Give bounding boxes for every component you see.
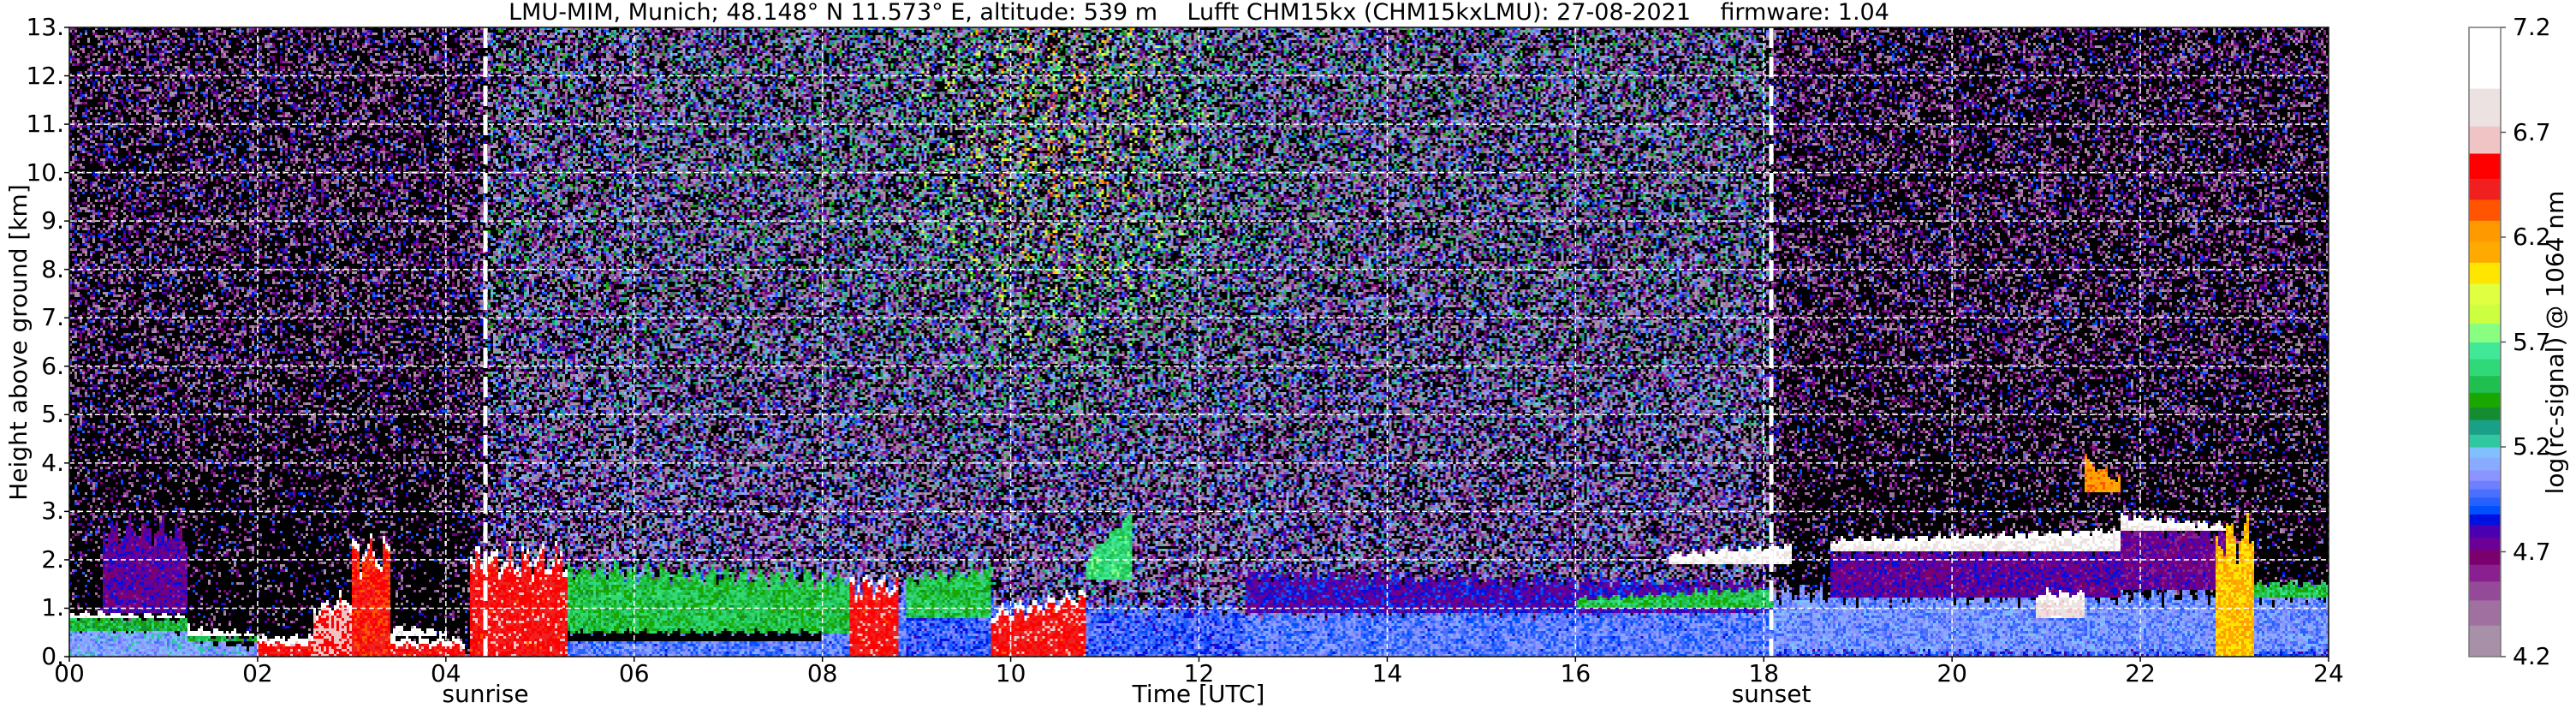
sunrise-label: sunrise bbox=[442, 680, 529, 708]
y-tick-label: 11. bbox=[26, 110, 64, 139]
x-tick-label: 00 bbox=[54, 659, 85, 687]
colorbar-label: log(rc-signal) @ 1064 nm bbox=[2541, 190, 2569, 495]
colorbar-level bbox=[2469, 625, 2501, 657]
colorbar-level bbox=[2469, 304, 2501, 324]
chart-title: LMU-MIM, Munich; 48.148° N 11.573° E, al… bbox=[509, 0, 1889, 26]
y-tick-label: 9. bbox=[41, 206, 64, 235]
colorbar-level bbox=[2469, 524, 2501, 538]
y-tick-label: 12. bbox=[26, 61, 64, 90]
y-tick-label: 13. bbox=[26, 13, 64, 41]
colorbar-tick-label: 4.7 bbox=[2513, 537, 2551, 566]
y-tick-label: 2. bbox=[41, 544, 64, 574]
x-tick-label: 08 bbox=[806, 659, 838, 687]
colorbar-level bbox=[2469, 599, 2501, 626]
colorbar-tick-label: 7.2 bbox=[2513, 13, 2551, 41]
colorbar-level bbox=[2469, 27, 2501, 89]
colorbar-tick-label: 6.7 bbox=[2513, 117, 2551, 146]
colorbar-level bbox=[2469, 469, 2501, 481]
y-tick-label: 4. bbox=[41, 448, 64, 477]
colorbar-level bbox=[2469, 434, 2501, 448]
x-tick-label: 04 bbox=[431, 659, 461, 687]
colorbar-level bbox=[2469, 505, 2501, 515]
x-tick-label: 18 bbox=[1748, 659, 1780, 687]
x-axis-label: Time [UTC] bbox=[1132, 680, 1265, 708]
colorbar-level bbox=[2469, 480, 2501, 490]
colorbar-level bbox=[2469, 447, 2501, 458]
colorbar-level bbox=[2469, 497, 2501, 507]
colorbar-level bbox=[2469, 457, 2501, 471]
colorbar-level bbox=[2469, 489, 2501, 498]
y-tick-label: 10. bbox=[26, 158, 64, 187]
colorbar-level bbox=[2469, 153, 2501, 179]
y-tick-label: 5. bbox=[41, 400, 64, 429]
colorbar-level bbox=[2469, 537, 2501, 550]
colorbar-level bbox=[2469, 550, 2501, 565]
colorbar-level bbox=[2469, 407, 2501, 420]
x-tick-label: 20 bbox=[1936, 659, 1967, 687]
colorbar-tick-label: 5.7 bbox=[2513, 327, 2551, 356]
colorbar-level bbox=[2469, 342, 2501, 360]
colorbar-level bbox=[2469, 283, 2501, 305]
y-tick-label: 7. bbox=[41, 303, 64, 332]
x-tick-label: 10 bbox=[995, 659, 1026, 687]
colorbar-level bbox=[2469, 220, 2501, 242]
x-tick-label: 16 bbox=[1560, 659, 1591, 687]
x-tick-label: 14 bbox=[1371, 659, 1403, 687]
colorbar-tick-label: 6.2 bbox=[2513, 223, 2551, 251]
colorbar-level bbox=[2469, 178, 2501, 200]
colorbar-level bbox=[2469, 375, 2501, 393]
x-tick-label: 02 bbox=[242, 659, 273, 687]
x-tick-label: 24 bbox=[2313, 659, 2344, 687]
colorbar-level bbox=[2469, 199, 2501, 221]
colorbar-level bbox=[2469, 564, 2501, 582]
colorbar-level bbox=[2469, 514, 2501, 526]
colorbar-tick-label: 5.2 bbox=[2513, 432, 2551, 461]
x-tick-label: 06 bbox=[618, 659, 650, 687]
colorbar-level bbox=[2469, 241, 2501, 263]
sunset-label: sunset bbox=[1731, 680, 1812, 708]
colorbar-level bbox=[2469, 580, 2501, 601]
plot-frame bbox=[68, 27, 2329, 657]
colorbar-level bbox=[2469, 262, 2501, 284]
colorbar-level bbox=[2469, 419, 2501, 435]
x-tick-label: 12 bbox=[1183, 659, 1215, 687]
y-tick-label: 3. bbox=[41, 497, 64, 526]
y-tick-label: 6. bbox=[41, 351, 64, 380]
y-tick-label: 0. bbox=[41, 642, 64, 670]
colorbar-level bbox=[2469, 126, 2501, 154]
x-tick-label: 22 bbox=[2125, 659, 2156, 687]
colorbar-level bbox=[2469, 359, 2501, 377]
colorbar-level bbox=[2469, 392, 2501, 408]
colorbar-level bbox=[2469, 88, 2501, 127]
y-tick-label: 8. bbox=[41, 254, 64, 283]
y-axis-label: Height above ground [km] bbox=[4, 184, 33, 501]
y-tick-label: 1. bbox=[41, 593, 64, 622]
colorbar-level bbox=[2469, 323, 2501, 342]
colorbar-tick-label: 4.2 bbox=[2513, 642, 2551, 670]
